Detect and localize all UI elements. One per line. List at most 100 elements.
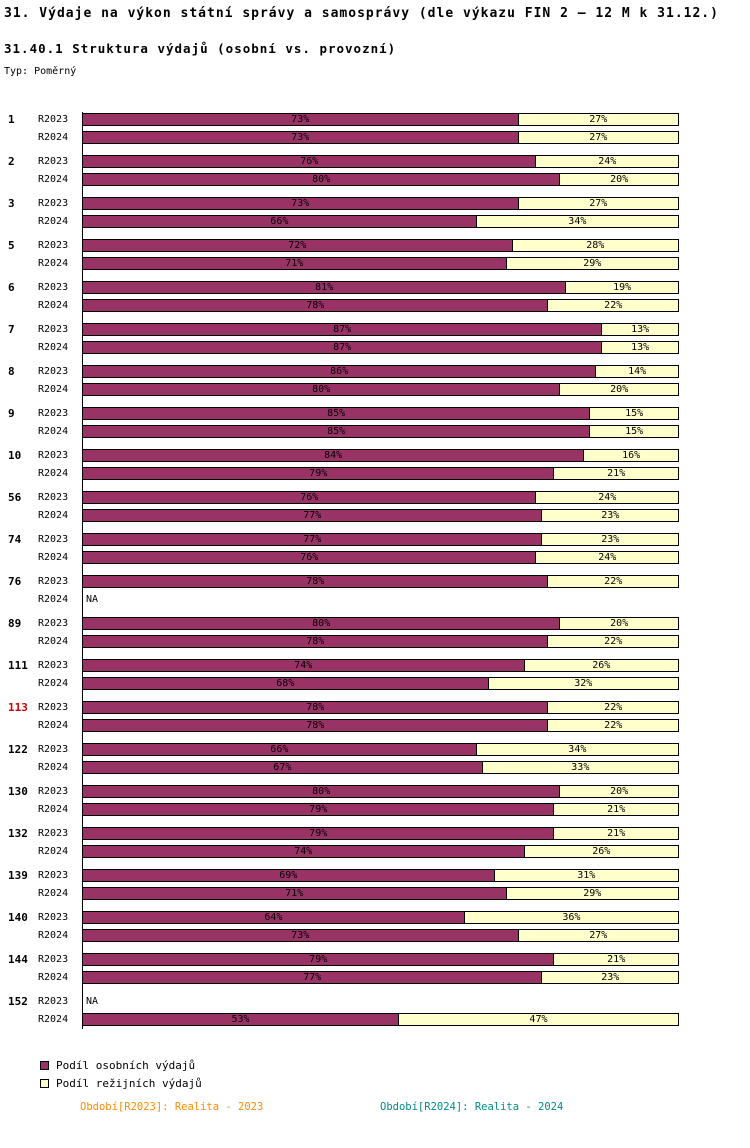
personal-segment: 77% [82, 970, 543, 984]
na-value-label: NA [86, 995, 99, 1007]
bar-track: 66% 34% [82, 742, 680, 756]
y-axis-line [82, 112, 83, 1029]
type-label: Typ: Poměrný [4, 66, 77, 77]
bar-track: 78% 22% [82, 718, 680, 732]
bar-row: 6 R2023 81% 19% [0, 278, 750, 296]
bar-track: 79% 21% [82, 802, 680, 816]
bar-row: R2024 78% 22% [0, 632, 750, 650]
period-label: R2024 [38, 593, 69, 605]
bar-row: R2024 85% 15% [0, 422, 750, 440]
bar-row: 74 R2023 77% 23% [0, 530, 750, 548]
personal-segment: 78% [82, 574, 549, 588]
overhead-segment: 15% [589, 424, 679, 438]
bar-track: 73% 27% [82, 928, 680, 942]
personal-segment: 80% [82, 172, 561, 186]
overhead-segment: 23% [541, 970, 679, 984]
bar-row: 152 R2023 NA [0, 992, 750, 1010]
bar-row: 5 R2023 72% 28% [0, 236, 750, 254]
overhead-segment: 22% [547, 718, 679, 732]
group-id-label: 111 [8, 658, 28, 672]
period-label: R2023 [38, 197, 69, 209]
legend: Podíl osobních výdajů Podíl režijních vý… [40, 1056, 202, 1092]
personal-segment: 87% [82, 322, 603, 336]
period-label: R2024 [38, 677, 69, 689]
group-id-label: 5 [8, 238, 15, 252]
personal-segment: 73% [82, 130, 519, 144]
bar-group-113: 113 R2023 78% 22% R2024 78% 22% [0, 698, 750, 740]
personal-segment: 80% [82, 784, 561, 798]
bar-track: 78% 22% [82, 700, 680, 714]
legend-swatch-overhead [40, 1078, 49, 1088]
bar-track: 78% 22% [82, 298, 680, 312]
period-label: R2024 [38, 131, 69, 143]
bar-group-1: 1 R2023 73% 27% R2024 73% 27% [0, 110, 750, 152]
bar-track: 80% 20% [82, 382, 680, 396]
personal-segment: 68% [82, 676, 489, 690]
legend-item-overhead: Podíl režijních výdajů [40, 1074, 202, 1092]
overhead-segment: 22% [547, 634, 679, 648]
bar-row: R2024 80% 20% [0, 380, 750, 398]
bar-group-56: 56 R2023 76% 24% R2024 77% 23% [0, 488, 750, 530]
group-id-label: 8 [8, 364, 15, 378]
personal-segment: 71% [82, 256, 507, 270]
period-label: R2023 [38, 911, 69, 923]
bar-row: 3 R2023 73% 27% [0, 194, 750, 212]
group-id-label: 7 [8, 322, 15, 336]
bar-row: R2024 78% 22% [0, 716, 750, 734]
bar-row: R2024 80% 20% [0, 170, 750, 188]
personal-segment: 74% [82, 844, 525, 858]
bar-track: 85% 15% [82, 424, 680, 438]
personal-segment: 67% [82, 760, 483, 774]
bar-row: 1 R2023 73% 27% [0, 110, 750, 128]
period-label: R2023 [38, 827, 69, 839]
bar-track: 73% 27% [82, 196, 680, 210]
overhead-segment: 47% [397, 1012, 679, 1026]
personal-segment: 78% [82, 718, 549, 732]
bar-track: 77% 23% [82, 508, 680, 522]
personal-segment: 79% [82, 952, 555, 966]
period-label: R2024 [38, 467, 69, 479]
group-id-label: 130 [8, 784, 28, 798]
bar-row: R2024 73% 27% [0, 128, 750, 146]
bar-row: 56 R2023 76% 24% [0, 488, 750, 506]
period-label: R2024 [38, 971, 69, 983]
bar-row: R2024 NA [0, 590, 750, 608]
overhead-segment: 24% [535, 550, 679, 564]
bar-group-132: 132 R2023 79% 21% R2024 74% 26% [0, 824, 750, 866]
group-id-label: 89 [8, 616, 22, 630]
section-title: 31.40.1 Struktura výdajů (osobní vs. pro… [4, 41, 397, 56]
bar-row: 76 R2023 78% 22% [0, 572, 750, 590]
personal-segment: 80% [82, 382, 561, 396]
bar-row: R2024 73% 27% [0, 926, 750, 944]
bar-track: 67% 33% [82, 760, 680, 774]
bar-track: 81% 19% [82, 280, 680, 294]
overhead-segment: 27% [517, 196, 679, 210]
overhead-segment: 21% [553, 826, 679, 840]
personal-segment: 72% [82, 238, 513, 252]
bar-row: R2024 79% 21% [0, 800, 750, 818]
personal-segment: 66% [82, 214, 477, 228]
bar-track: 76% 24% [82, 550, 680, 564]
personal-segment: 80% [82, 616, 561, 630]
bar-group-6: 6 R2023 81% 19% R2024 78% 22% [0, 278, 750, 320]
bar-track: 80% 20% [82, 784, 680, 798]
period-label: R2024 [38, 845, 69, 857]
overhead-segment: 22% [547, 298, 679, 312]
bar-row: 130 R2023 80% 20% [0, 782, 750, 800]
overhead-segment: 20% [559, 784, 679, 798]
overhead-segment: 32% [487, 676, 679, 690]
personal-segment: 79% [82, 802, 555, 816]
bar-track: 73% 27% [82, 112, 680, 126]
period-label: R2023 [38, 701, 69, 713]
group-id-label: 132 [8, 826, 28, 840]
bar-track: 77% 23% [82, 970, 680, 984]
overhead-segment: 21% [553, 952, 679, 966]
overhead-segment: 20% [559, 616, 679, 630]
personal-segment: 78% [82, 634, 549, 648]
na-value-label: NA [86, 593, 99, 605]
period-label: R2024 [38, 257, 69, 269]
overhead-segment: 13% [601, 322, 679, 336]
bar-track: 87% 13% [82, 340, 680, 354]
bar-row: R2024 53% 47% [0, 1010, 750, 1028]
bar-track: 84% 16% [82, 448, 680, 462]
